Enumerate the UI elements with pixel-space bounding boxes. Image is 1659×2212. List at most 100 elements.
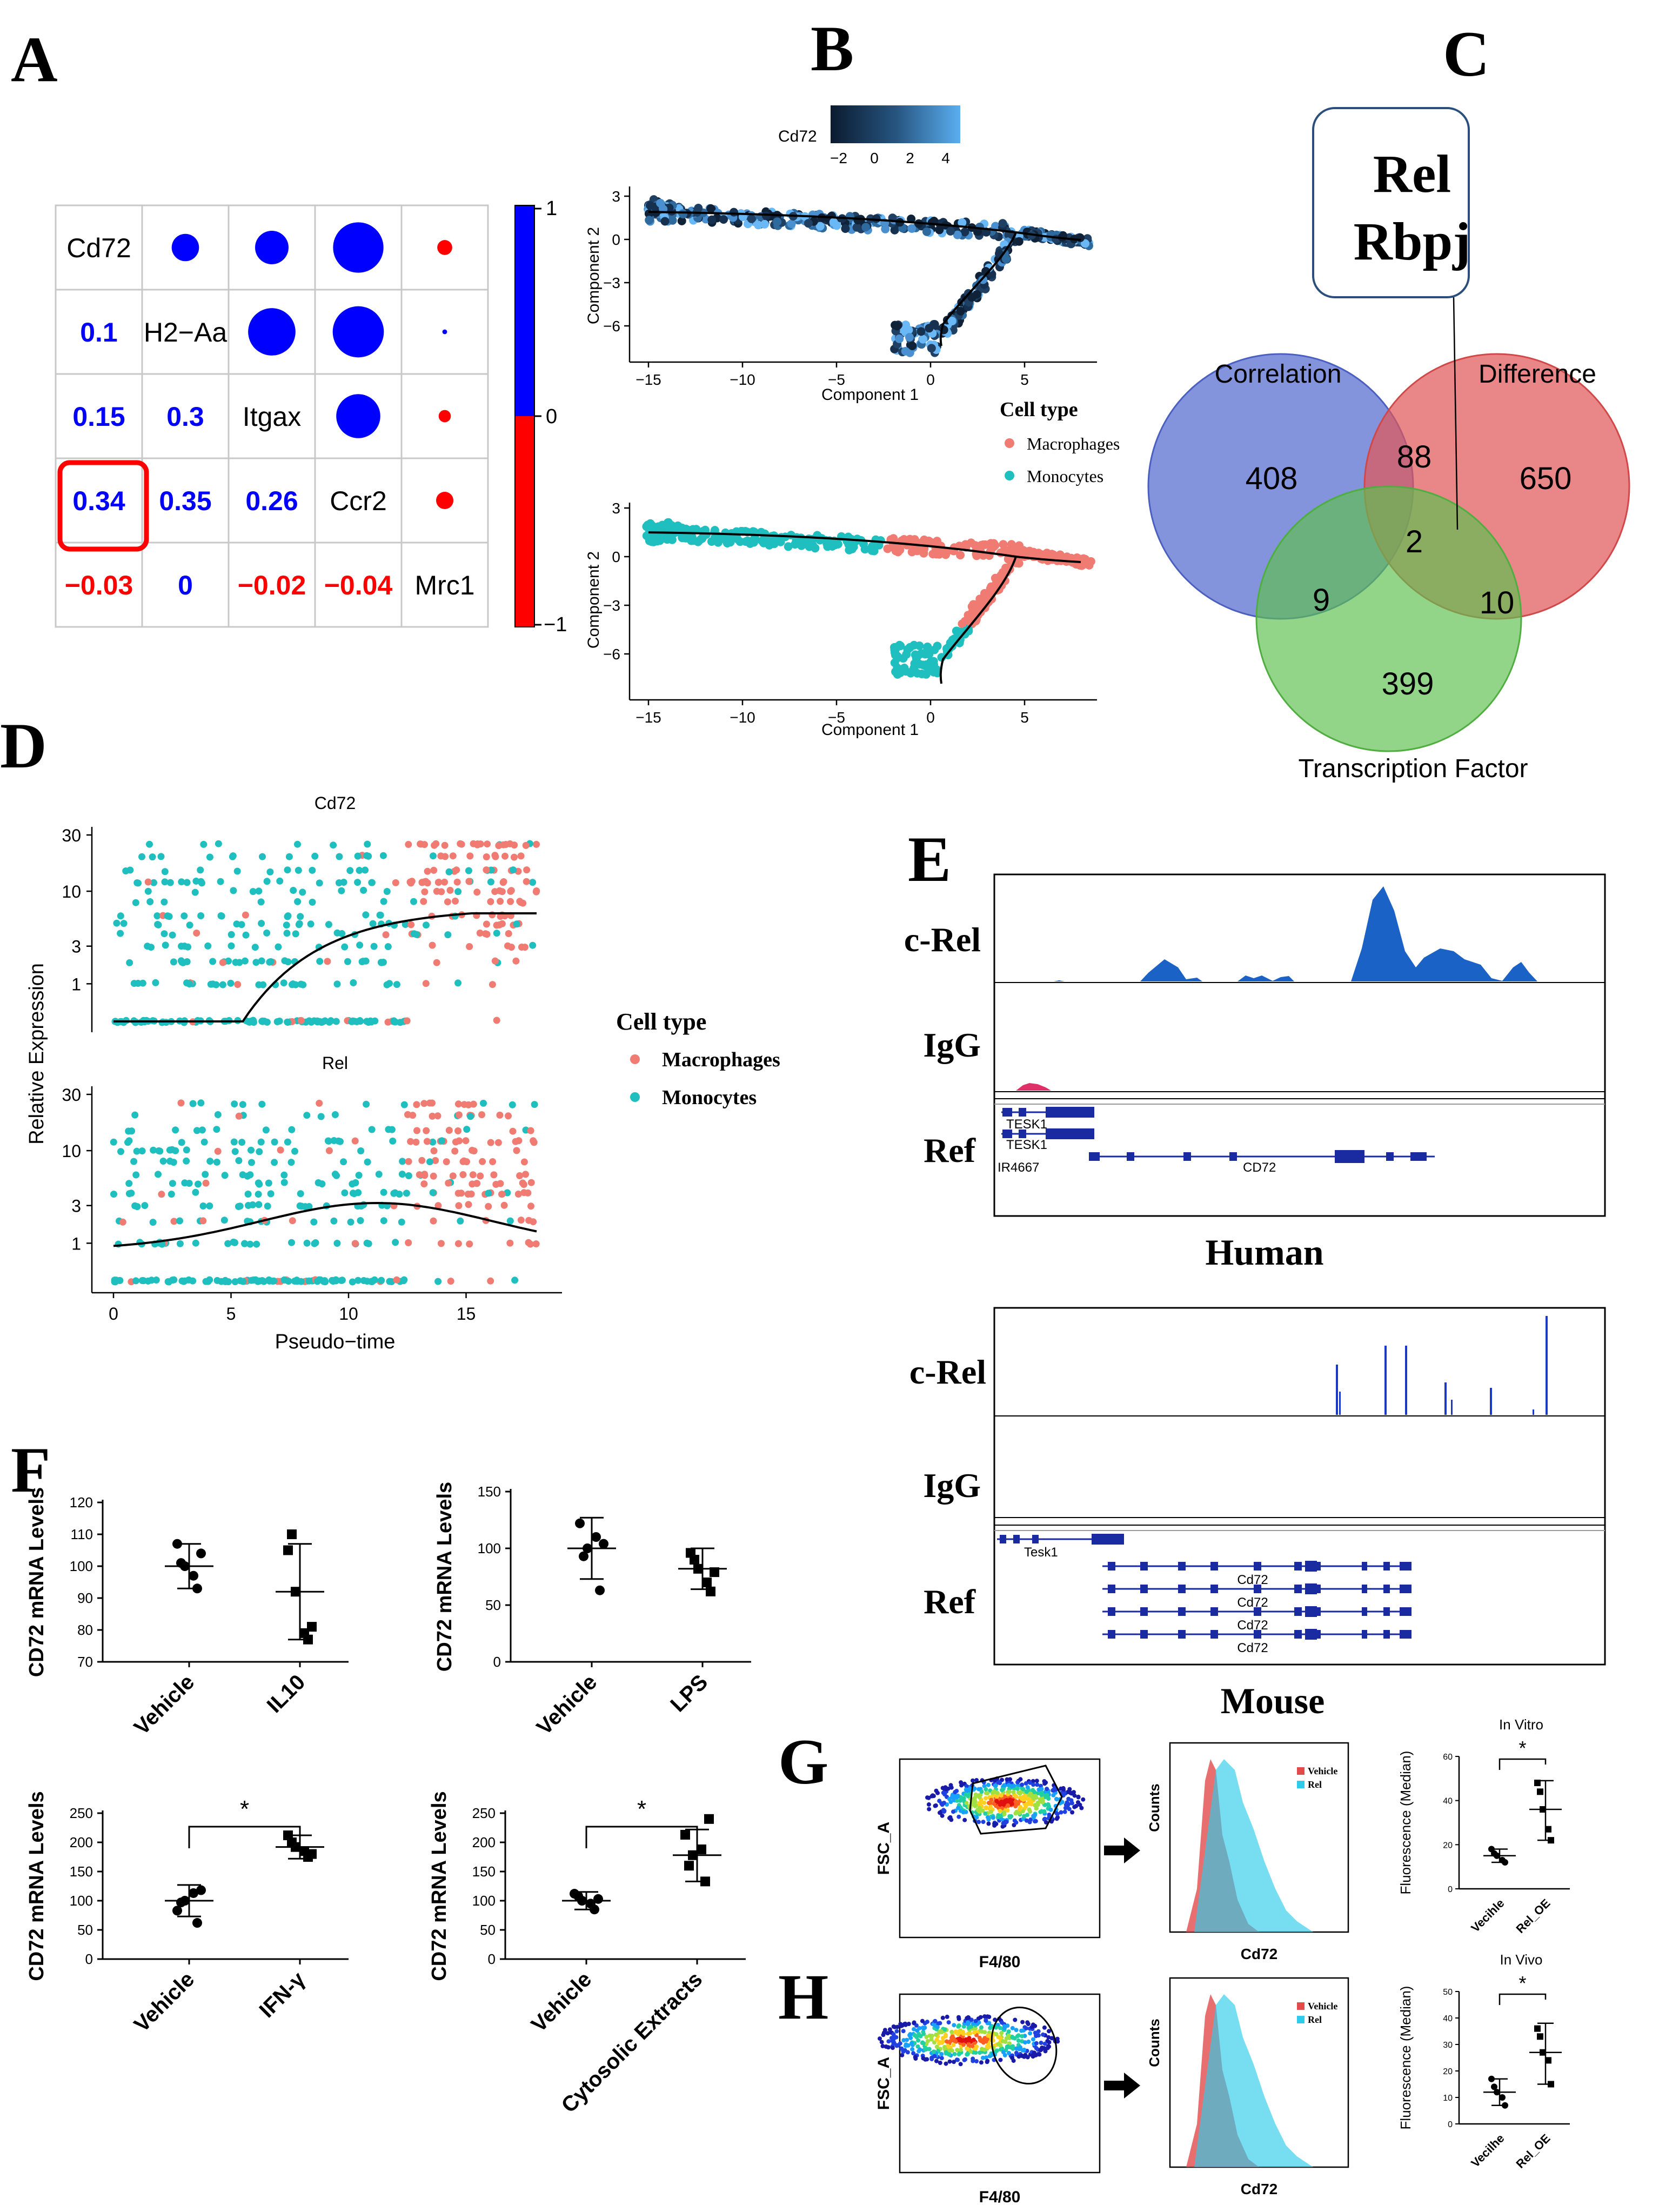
colorbar-tick-bottom: −1 <box>544 613 567 636</box>
flow-event <box>903 2021 908 2026</box>
expression-point <box>198 1126 206 1134</box>
legend-swatch-rel <box>1297 2016 1305 2023</box>
flow-event <box>1000 1777 1004 1782</box>
track-label-igg-mouse: IgG <box>923 1466 981 1505</box>
flow-event <box>1016 2054 1021 2059</box>
flow-event <box>947 2052 951 2057</box>
expression-point <box>131 1111 139 1119</box>
expression-point <box>311 1240 318 1247</box>
expression-point <box>160 898 168 906</box>
flow-event <box>913 2056 918 2061</box>
cell-point <box>1048 550 1058 559</box>
expression-point <box>138 853 145 860</box>
correlation-value: 0.15 <box>72 402 125 432</box>
flow-event <box>994 1799 999 1803</box>
flow-event <box>1019 1795 1024 1800</box>
flow-y-label: FSC_A <box>875 2057 893 2110</box>
exon <box>1294 1585 1302 1593</box>
flow-event <box>901 2029 906 2034</box>
expression-point <box>280 1276 288 1284</box>
expression-point <box>379 852 387 859</box>
flow-event <box>1029 2024 1034 2029</box>
expression-point <box>500 1201 508 1209</box>
expression-point <box>206 1202 213 1209</box>
flow-event <box>984 2018 988 2023</box>
expression-point <box>398 1171 406 1178</box>
flow-event <box>974 1778 979 1782</box>
cell-point <box>893 322 902 331</box>
set-label-correlation: Correlation <box>1215 360 1342 389</box>
expression-point <box>378 1277 385 1284</box>
cell-point <box>747 214 756 223</box>
legend-label-rel: Rel <box>1308 1779 1322 1790</box>
y-tick-label: 3 <box>612 188 620 205</box>
expression-point <box>512 957 520 965</box>
flow-event <box>973 1803 978 1808</box>
y-tick-label: 50 <box>480 1922 496 1938</box>
expression-point <box>318 1180 326 1188</box>
expression-point <box>327 1017 335 1025</box>
expression-point <box>487 1277 494 1285</box>
x-tick-label: −15 <box>635 371 661 388</box>
expression-point <box>497 1180 504 1187</box>
expression-point <box>125 1127 132 1135</box>
expression-point <box>531 1101 538 1108</box>
expression-point <box>234 981 242 988</box>
expression-point <box>369 920 377 927</box>
expression-point <box>454 1189 462 1197</box>
flow-event <box>992 1789 997 1794</box>
flow-event <box>890 2046 895 2050</box>
y-tick-label: 250 <box>472 1805 496 1821</box>
expression-point <box>197 878 205 885</box>
flow-event <box>958 1798 962 1803</box>
flow-event <box>1034 1795 1039 1800</box>
cell-point <box>760 219 769 229</box>
track-label-ref-mouse: Ref <box>924 1582 976 1621</box>
expression-point <box>257 1138 265 1146</box>
significance-bracket <box>1499 1758 1547 1770</box>
expression-point <box>333 980 341 988</box>
cell-point <box>1008 542 1018 551</box>
expression-point <box>224 1240 232 1247</box>
expression-point <box>338 1277 346 1284</box>
expression-point <box>441 878 448 886</box>
expression-point <box>430 1147 438 1154</box>
expression-point <box>400 1101 408 1108</box>
expression-point <box>447 1278 454 1285</box>
y-tick-label: 20 <box>1443 1841 1453 1850</box>
flow-event <box>1016 2033 1021 2038</box>
flow-event <box>964 1784 969 1789</box>
flow-event <box>942 2044 947 2049</box>
flow-event <box>958 2038 963 2043</box>
cell-point <box>827 539 836 548</box>
expression-point <box>206 853 213 861</box>
expression-point <box>405 1172 412 1179</box>
flow-event <box>1041 2046 1046 2050</box>
gene-label: Tesk1 <box>1024 1545 1058 1560</box>
expression-point <box>438 888 445 896</box>
legend-item-monocytes: Monocytes <box>1027 466 1103 486</box>
flow-event <box>984 2055 988 2060</box>
flow-event <box>934 2059 939 2063</box>
expression-point <box>193 1127 200 1134</box>
exon <box>1400 1630 1412 1639</box>
expression-point <box>230 1138 238 1146</box>
expression-point <box>280 979 287 987</box>
hist-y-label: Counts <box>1146 1783 1162 1832</box>
gene-label: TESK1 <box>1006 1117 1047 1132</box>
flow-event <box>984 1796 988 1801</box>
expression-point <box>251 944 259 951</box>
cell-point <box>891 667 900 676</box>
expression-point <box>392 1239 399 1246</box>
exon <box>1383 1562 1390 1571</box>
expression-point <box>291 1147 298 1155</box>
expression-point <box>255 981 263 988</box>
y-tick-label: 0 <box>488 1951 496 1967</box>
expression-point <box>155 1147 163 1154</box>
cell-point <box>924 664 933 673</box>
flow-event <box>954 1795 959 1800</box>
expression-point <box>235 1157 243 1164</box>
panel-letter-e: E <box>908 823 951 895</box>
expression-point <box>530 1139 538 1146</box>
